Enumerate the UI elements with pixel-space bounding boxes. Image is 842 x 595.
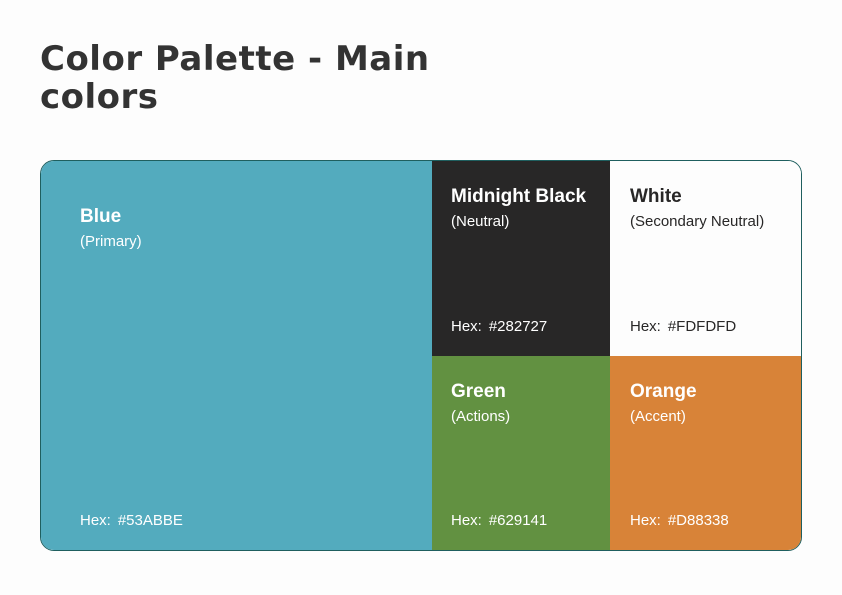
hex-label: Hex: (630, 512, 661, 529)
hex-value: #D88338 (667, 512, 729, 529)
hex-value: #282727 (488, 318, 548, 335)
swatch-hex: Hex: #629141 (451, 512, 547, 530)
hex-value: #629141 (488, 512, 548, 529)
page-title: Color Palette - Main colors (40, 39, 430, 117)
color-palette-grid: Blue (Primary) Hex: #53ABBE Midnight Blac… (40, 160, 802, 551)
swatch-hex: Hex: #282727 (451, 318, 547, 336)
hex-label: Hex: (630, 318, 661, 335)
hex-label: Hex: (451, 512, 482, 529)
swatch-name: Midnight Black (451, 186, 587, 207)
swatch-white: White (Secondary Neutral) Hex: #FDFDFD (610, 161, 801, 356)
swatch-hex: Hex: #53ABBE (80, 512, 183, 530)
swatch-role: (Actions) (451, 408, 511, 425)
swatch-orange: Orange (Accent) Hex: #D88338 (610, 356, 801, 550)
swatch-hex: Hex: #D88338 (630, 512, 729, 530)
swatch-blue: Blue (Primary) Hex: #53ABBE (41, 161, 432, 550)
hex-label: Hex: (451, 318, 482, 335)
swatch-hex: Hex: #FDFDFD (630, 318, 736, 336)
swatch-green: Green (Actions) Hex: #629141 (432, 356, 610, 550)
swatch-role: (Secondary Neutral) (630, 213, 765, 230)
hex-label: Hex: (80, 512, 111, 529)
swatch-name: Green (451, 381, 506, 402)
swatch-role: (Neutral) (451, 213, 510, 230)
swatch-name: Orange (630, 381, 697, 402)
swatch-midnight-black: Midnight Black (Neutral) Hex: #282727 (432, 161, 610, 356)
swatch-name: Blue (80, 206, 122, 227)
swatch-name: White (630, 186, 682, 207)
hex-value: #FDFDFD (667, 318, 737, 335)
swatch-role: (Primary) (80, 233, 142, 250)
hex-value: #53ABBE (117, 512, 183, 529)
swatch-role: (Accent) (630, 408, 686, 425)
